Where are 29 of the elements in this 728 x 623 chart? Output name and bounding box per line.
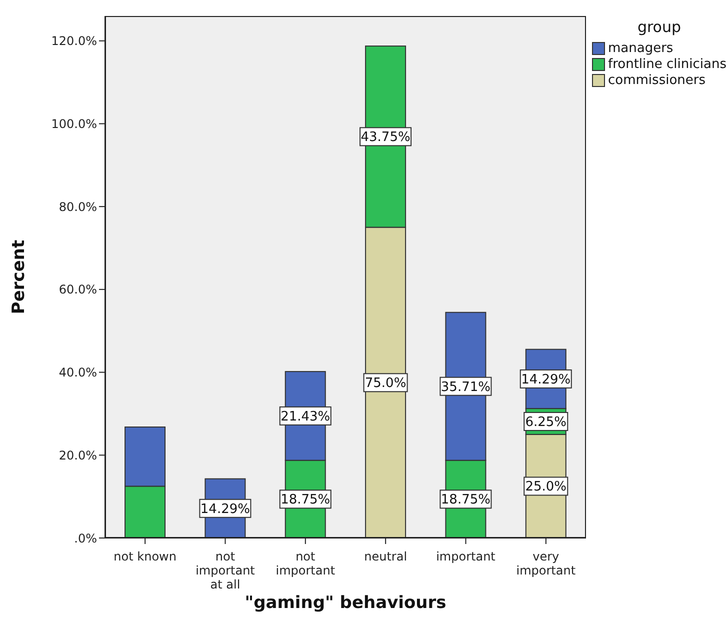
x-tick-label: not known — [114, 550, 176, 564]
data-label: 14.29% — [200, 502, 250, 517]
y-tick-label: 40.0% — [58, 366, 97, 380]
y-tick-label: 20.0% — [58, 448, 97, 462]
x-tick-label: neutral — [364, 550, 408, 564]
legend-title: group — [636, 18, 682, 36]
data-label: 25.0% — [525, 480, 567, 495]
data-label: 75.0% — [364, 376, 406, 392]
legend-label: managers — [608, 40, 674, 56]
y-tick-label: .0% — [74, 531, 97, 546]
legend-label: commissioners — [608, 72, 706, 88]
data-label: 18.75% — [280, 492, 330, 508]
data-label: 21.43% — [280, 409, 330, 424]
y-tick-label: 60.0% — [58, 282, 97, 297]
x-tick-label: important — [436, 550, 496, 564]
y-tick-label: 80.0% — [58, 200, 97, 214]
y-axis-title: Percent — [9, 240, 30, 314]
data-label: 43.75% — [360, 130, 410, 146]
data-label: 14.29% — [521, 372, 571, 388]
x-tick-label: very important — [516, 550, 576, 578]
data-label: 35.71% — [440, 380, 490, 395]
x-axis-title: "gaming" behaviours — [244, 593, 446, 614]
legend-label: frontline clinicians — [608, 56, 726, 72]
y-tick-label: 120.0% — [51, 34, 97, 48]
x-tick-label: not important — [276, 550, 336, 578]
y-tick-label: 100.0% — [51, 116, 97, 131]
data-label: 18.75% — [440, 492, 490, 508]
data-label: 6.25% — [525, 414, 567, 430]
x-tick-label: not important at all — [196, 550, 256, 592]
